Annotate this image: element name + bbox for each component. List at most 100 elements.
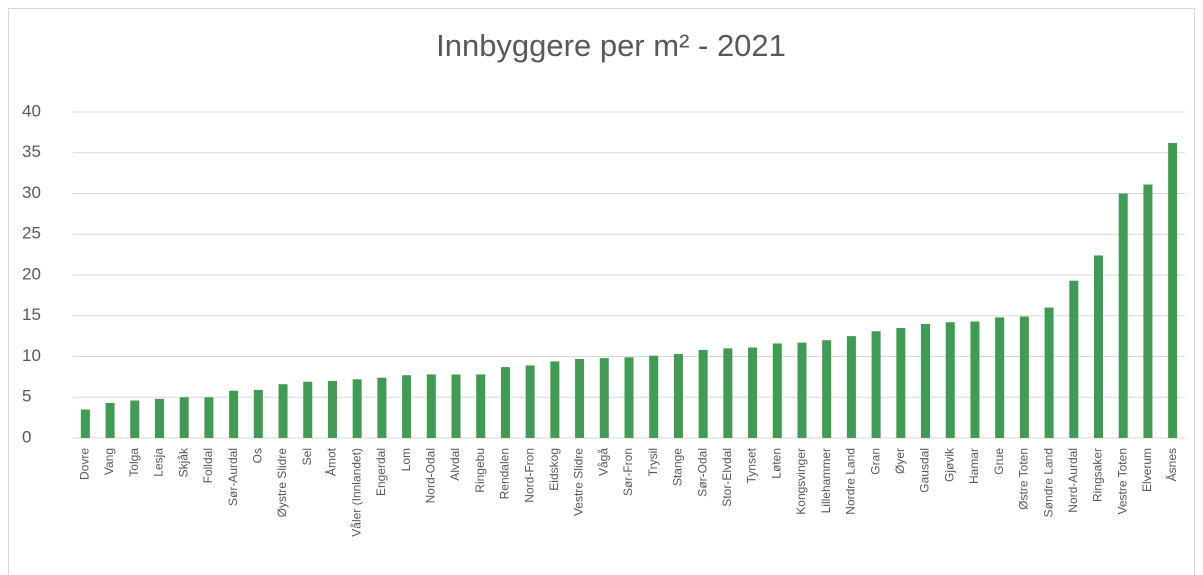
- x-tick-label: Sør-Odal: [695, 448, 709, 497]
- bar: [599, 358, 609, 438]
- x-tick-label: Løten: [769, 448, 783, 479]
- bar: [253, 389, 263, 438]
- bar: [921, 323, 931, 438]
- bar: [871, 331, 881, 438]
- bar: [179, 397, 189, 438]
- y-tick-label: 30: [22, 183, 41, 202]
- x-tick-label: Sel: [300, 448, 314, 465]
- bar: [995, 317, 1005, 438]
- bar: [1044, 307, 1054, 438]
- bar: [797, 342, 807, 438]
- bar: [970, 321, 980, 438]
- x-tick-label: Åmot: [324, 447, 339, 476]
- x-tick-label: Nord-Aurdal: [1066, 448, 1080, 513]
- bar: [278, 384, 288, 438]
- x-tick-label: Gausdal: [918, 448, 932, 493]
- bar: [377, 377, 387, 438]
- x-tick-label: Tynset: [745, 447, 759, 483]
- x-tick-label: Vågå: [596, 448, 610, 476]
- x-tick-label: Vestre Slidre: [572, 448, 586, 516]
- bar: [896, 327, 906, 438]
- x-tick-label: Øystre Slidre: [275, 448, 289, 518]
- x-tick-label: Gran: [868, 448, 882, 475]
- bar: [1143, 184, 1153, 438]
- x-tick-label: Stange: [671, 448, 685, 486]
- y-tick-label: 20: [22, 264, 41, 283]
- x-tick-label: Vang: [102, 448, 116, 475]
- x-tick-label: Våler (Innlandet): [349, 448, 363, 537]
- x-tick-label: Lillehammer: [819, 448, 833, 513]
- x-tick-label: Engerdal: [374, 448, 388, 496]
- bar: [723, 348, 733, 438]
- x-tick-label: Tolga: [127, 448, 141, 477]
- y-tick-label: 0: [22, 427, 31, 446]
- bar: [229, 390, 239, 438]
- bar: [303, 381, 313, 438]
- y-tick-label: 25: [22, 224, 41, 243]
- bar: [327, 380, 337, 438]
- x-tick-label: Vestre Toten: [1115, 448, 1129, 515]
- bar: [698, 349, 708, 438]
- x-tick-label: Øyer: [893, 448, 907, 474]
- x-tick-label: Lesja: [152, 448, 166, 477]
- y-tick-label: 35: [22, 142, 41, 161]
- bar: [402, 375, 412, 438]
- x-tick-label: Nordre Land: [844, 448, 858, 515]
- x-tick-label: Søndre Land: [1041, 448, 1055, 517]
- x-tick-label: Gjøvik: [942, 447, 956, 482]
- x-tick-label: Trysil: [646, 448, 660, 476]
- y-tick-label: 15: [22, 305, 41, 324]
- bar: [649, 355, 659, 438]
- y-tick-label: 40: [22, 101, 41, 120]
- bar: [525, 365, 535, 438]
- x-tick-label: Ringsaker: [1091, 448, 1105, 502]
- bar: [154, 398, 164, 438]
- bar: [500, 367, 510, 438]
- bar: [822, 340, 832, 438]
- bar: [204, 397, 214, 438]
- x-tick-label: Sør-Aurdal: [226, 448, 240, 506]
- bar: [1019, 316, 1029, 438]
- x-tick-label: Alvdal: [448, 448, 462, 481]
- x-tick-label: Folldal: [201, 448, 215, 483]
- x-tick-label: Kongsvinger: [794, 448, 808, 515]
- bar: [772, 343, 782, 438]
- x-tick-label: Ringebu: [473, 448, 487, 493]
- bar: [352, 379, 362, 438]
- bar: [945, 322, 955, 438]
- bar: [575, 358, 585, 438]
- x-tick-label: Elverum: [1140, 448, 1154, 492]
- x-tick-label: Østre Toten: [1017, 448, 1031, 510]
- x-tick-label: Grue: [992, 448, 1006, 475]
- bar: [748, 347, 758, 438]
- x-tick-label: Skjåk: [176, 447, 190, 477]
- bar: [80, 409, 90, 438]
- x-tick-label: Lom: [399, 448, 413, 471]
- y-tick-label: 5: [22, 387, 31, 406]
- bar: [1118, 193, 1128, 438]
- x-tick-label: Nord-Fron: [522, 448, 536, 503]
- y-tick-label: 10: [22, 346, 41, 365]
- bar: [105, 402, 115, 438]
- bar: [130, 400, 140, 438]
- x-tick-label: Dovre: [78, 448, 92, 480]
- bar: [846, 336, 856, 438]
- x-tick-label: Eidskog: [547, 448, 561, 491]
- x-tick-label: Hamar: [967, 448, 981, 484]
- bar: [1168, 142, 1178, 438]
- bar: [624, 357, 634, 438]
- bar: [451, 374, 461, 438]
- x-tick-label: Åsnes: [1164, 448, 1179, 481]
- chart-border: [8, 8, 1195, 575]
- x-tick-label: Sør-Fron: [621, 448, 635, 496]
- bar: [476, 374, 486, 438]
- x-tick-label: Rendalen: [498, 448, 512, 499]
- bar: [673, 354, 683, 438]
- x-tick-label: Stor-Elvdal: [720, 448, 734, 507]
- chart-title: Innbyggere per m² - 2021: [436, 28, 786, 63]
- x-tick-label: Os: [251, 448, 265, 463]
- bar: [1094, 255, 1104, 438]
- bar: [1069, 280, 1079, 438]
- x-tick-label: Nord-Odal: [423, 448, 437, 503]
- bar: [550, 361, 560, 438]
